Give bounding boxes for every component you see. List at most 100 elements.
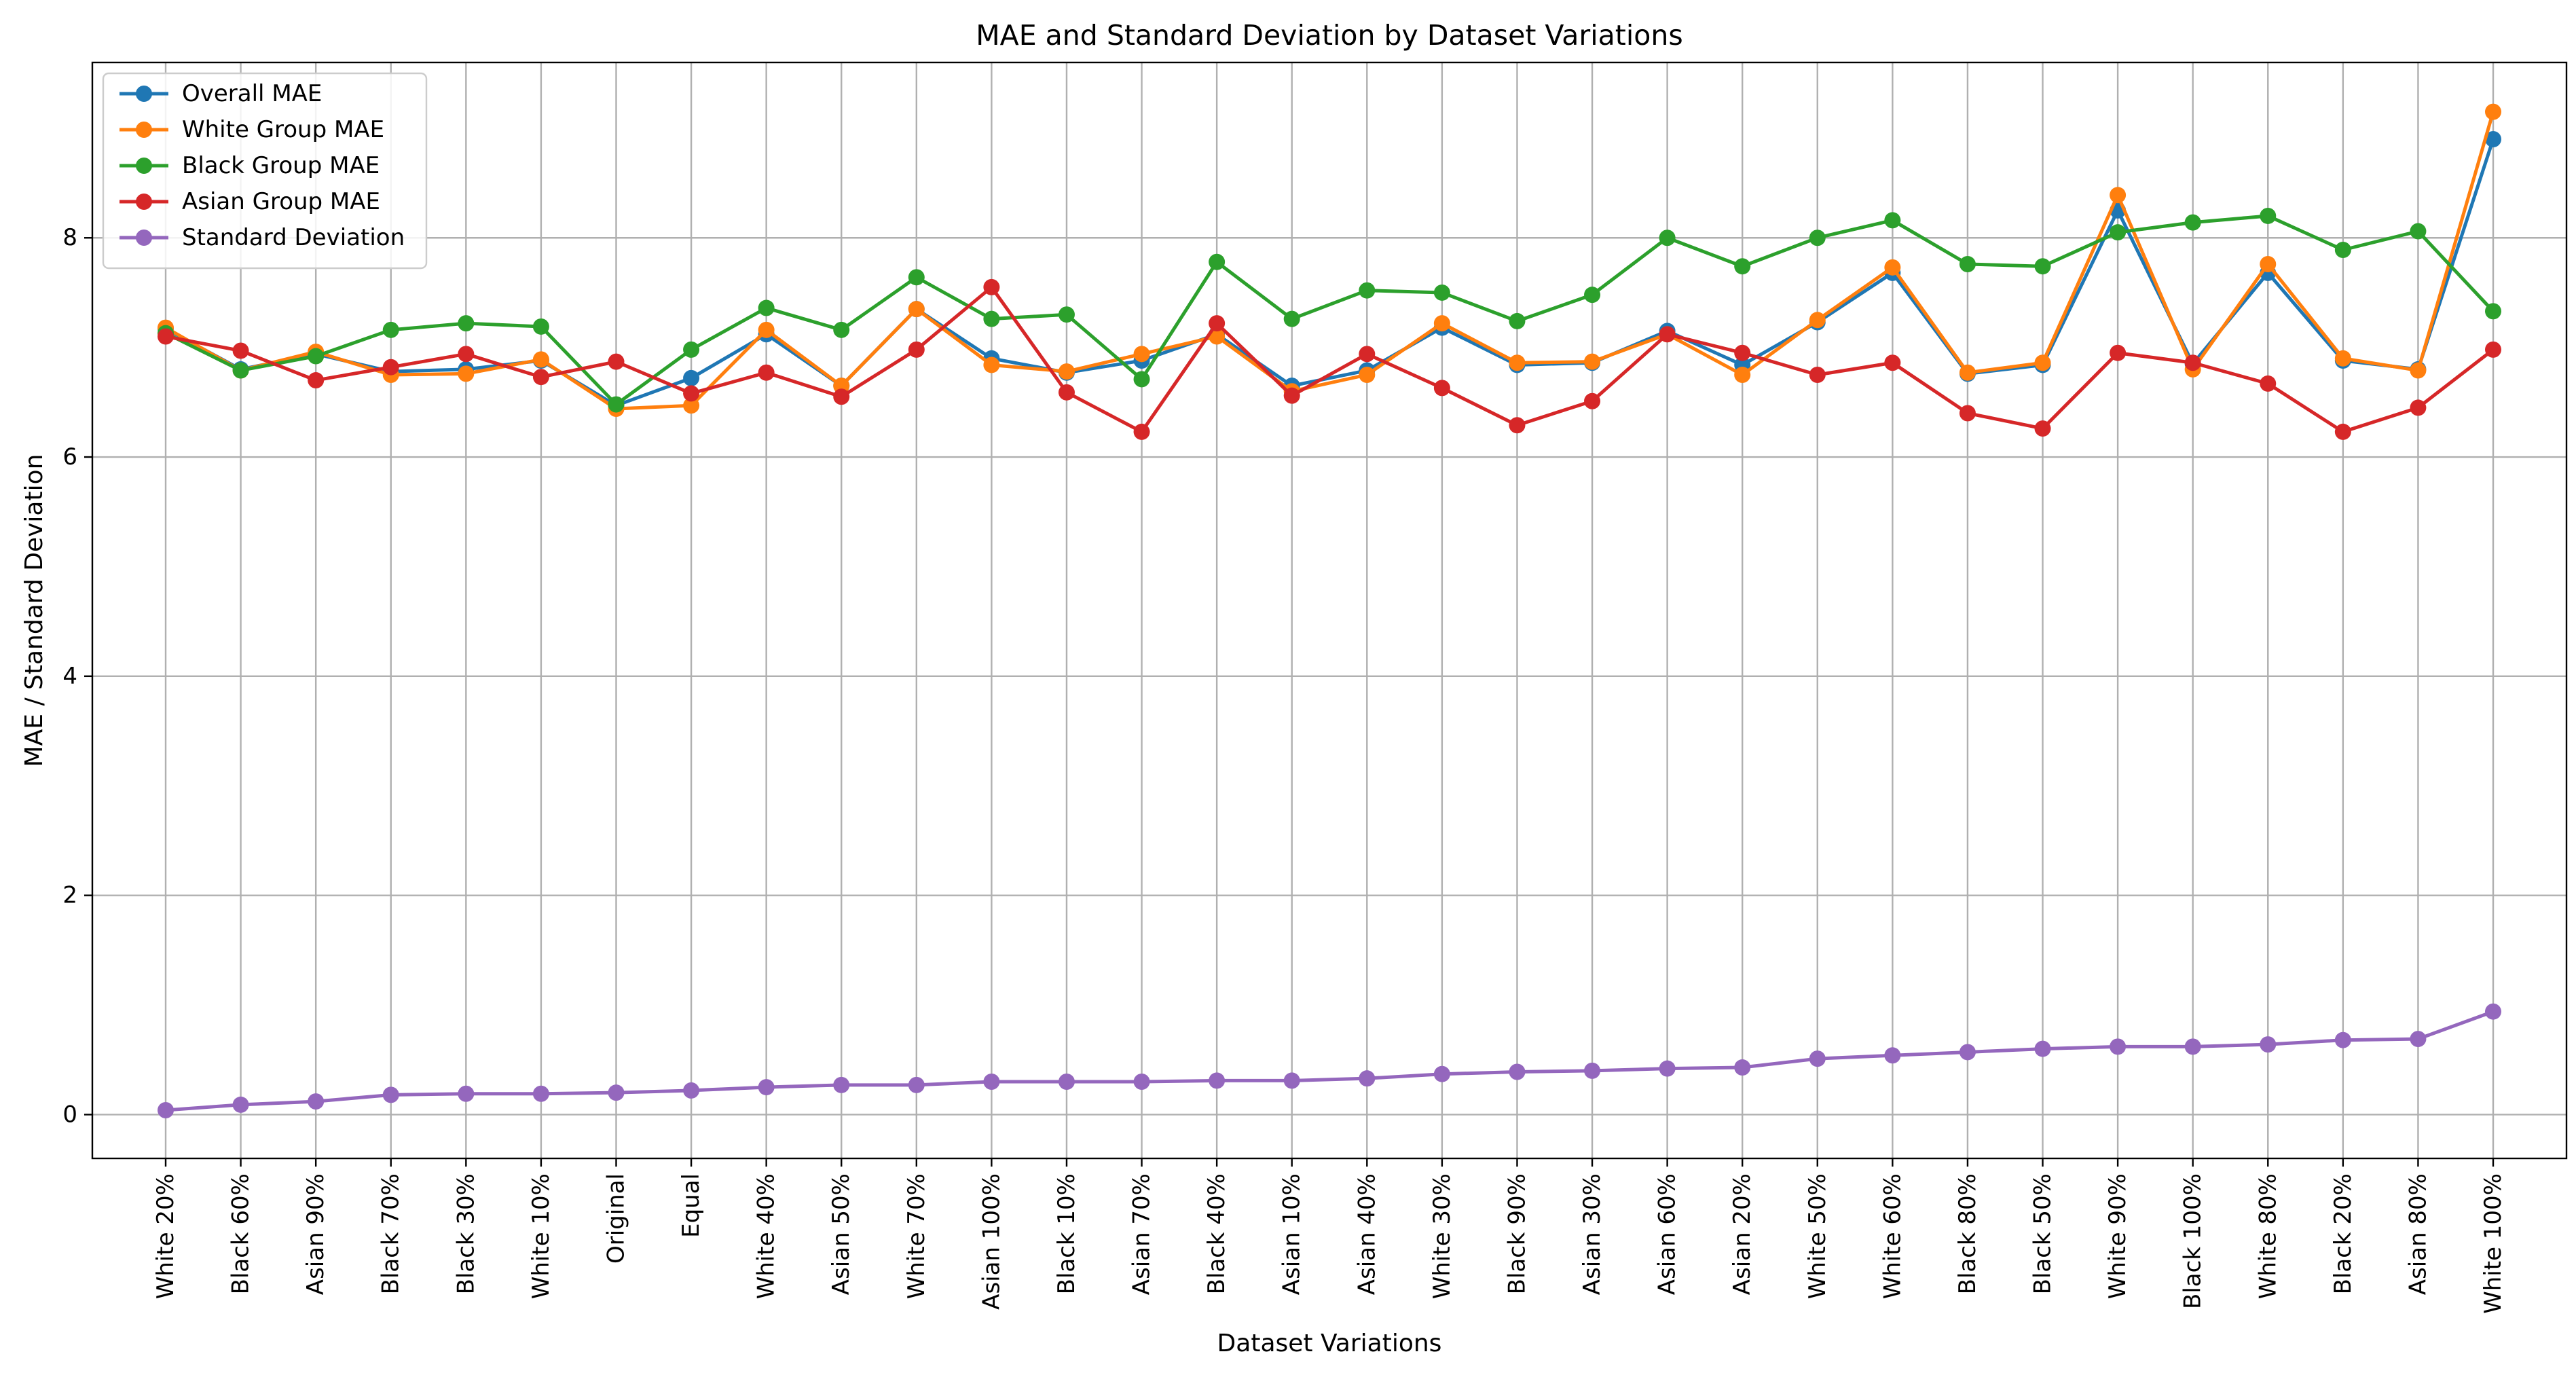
data-point-black-group-mae <box>2410 223 2427 240</box>
axes-frame <box>91 61 2568 1160</box>
legend-marker <box>136 86 152 102</box>
data-point-black-group-mae <box>382 321 399 338</box>
data-point-black-group-mae <box>1209 253 1226 270</box>
data-point-black-group-mae <box>308 348 325 365</box>
x-tick-label: Black 80% <box>1954 1173 1981 1294</box>
data-point-black-group-mae <box>1584 287 1601 304</box>
data-point-asian-group-mae <box>232 342 249 359</box>
x-tick-label: Black 30% <box>452 1173 479 1294</box>
data-point-black-group-mae <box>232 362 249 379</box>
data-point-white-group-mae <box>1809 312 1826 329</box>
data-point-asian-group-mae <box>2110 344 2127 361</box>
data-point-black-group-mae <box>833 321 850 338</box>
y-tick-label: 8 <box>62 224 77 251</box>
legend-item: Black Group MAE <box>119 152 380 179</box>
data-point-asian-group-mae <box>308 372 325 389</box>
x-tick-label: White 50% <box>1804 1173 1831 1299</box>
series-black-group-mae <box>158 207 2501 413</box>
x-tick-label: White 80% <box>2254 1173 2281 1299</box>
x-tick-label: Black 60% <box>227 1173 255 1294</box>
legend-item: White Group MAE <box>119 116 384 143</box>
data-point-asian-group-mae <box>2184 354 2201 371</box>
data-point-white-group-mae <box>908 301 925 318</box>
legend-item: Overall MAE <box>119 80 322 107</box>
legend-item: Standard Deviation <box>119 224 405 251</box>
data-point-standard-deviation <box>2184 1038 2201 1055</box>
y-axis-label: MAE / Standard Deviation <box>20 454 48 767</box>
data-point-asian-group-mae <box>1283 387 1300 404</box>
data-point-asian-group-mae <box>1584 392 1601 409</box>
data-point-standard-deviation <box>758 1079 775 1096</box>
series-asian-group-mae <box>158 278 2501 440</box>
legend-label: Overall MAE <box>182 80 322 107</box>
data-point-standard-deviation <box>158 1101 174 1118</box>
data-point-black-group-mae <box>2334 241 2351 258</box>
x-tick-label: Asian 30% <box>1579 1173 1606 1295</box>
x-tick-label: Asian 40% <box>1353 1173 1380 1295</box>
data-point-standard-deviation <box>1809 1050 1826 1067</box>
data-point-asian-group-mae <box>2034 420 2051 437</box>
x-tick-label: Black 50% <box>2029 1173 2057 1294</box>
data-point-white-group-mae <box>1959 364 1976 381</box>
data-point-standard-deviation <box>2334 1031 2351 1048</box>
data-point-asian-group-mae <box>758 364 775 381</box>
data-point-white-group-mae <box>1058 363 1075 380</box>
data-point-asian-group-mae <box>1058 384 1075 401</box>
data-point-standard-deviation <box>1959 1044 1976 1061</box>
data-point-standard-deviation <box>308 1093 325 1110</box>
data-point-black-group-mae <box>532 318 549 335</box>
legend-item: Asian Group MAE <box>119 188 380 215</box>
data-point-asian-group-mae <box>1209 315 1226 332</box>
legend-marker <box>136 194 152 210</box>
x-tick-label: White 40% <box>753 1173 780 1299</box>
data-point-asian-group-mae <box>1359 346 1376 363</box>
y-tick-label: 0 <box>62 1101 77 1128</box>
data-point-standard-deviation <box>2110 1038 2127 1055</box>
data-point-standard-deviation <box>1734 1059 1751 1076</box>
legend-label: Asian Group MAE <box>182 188 380 215</box>
x-tick-label: Equal <box>678 1173 705 1238</box>
data-point-black-group-mae <box>608 396 625 413</box>
data-point-asian-group-mae <box>458 346 475 363</box>
data-point-asian-group-mae <box>683 385 700 402</box>
data-point-asian-group-mae <box>2260 375 2277 392</box>
x-tick-label: Black 10% <box>1053 1173 1080 1294</box>
x-tick-label: White 30% <box>1429 1173 1456 1299</box>
data-point-asian-group-mae <box>2334 423 2351 440</box>
data-point-asian-group-mae <box>158 328 174 345</box>
data-point-black-group-mae <box>1959 255 1976 272</box>
x-tick-label: Original <box>602 1173 629 1264</box>
data-point-standard-deviation <box>1884 1047 1901 1064</box>
data-point-black-group-mae <box>2184 214 2201 231</box>
data-point-white-group-mae <box>1734 366 1751 383</box>
x-axis-label: Dataset Variations <box>1217 1330 1442 1357</box>
data-point-black-group-mae <box>2110 224 2127 241</box>
data-point-standard-deviation <box>2034 1040 2051 1057</box>
x-tick-label: Black 100% <box>2179 1173 2207 1309</box>
data-point-overall-mae <box>683 369 700 386</box>
x-tick-label: Asian 10% <box>1278 1173 1306 1295</box>
data-point-black-group-mae <box>458 315 475 332</box>
data-point-white-group-mae <box>758 321 775 338</box>
data-point-standard-deviation <box>983 1074 1000 1091</box>
data-point-asian-group-mae <box>908 341 925 358</box>
x-tick-label: White 10% <box>528 1173 555 1299</box>
x-tick-label: Asian 20% <box>1729 1173 1756 1295</box>
legend-marker <box>136 230 152 246</box>
x-tick-label: Black 70% <box>378 1173 405 1294</box>
data-point-standard-deviation <box>1584 1062 1601 1079</box>
data-point-white-group-mae <box>532 351 549 368</box>
x-tick-label: White 90% <box>2104 1173 2131 1299</box>
data-point-asian-group-mae <box>382 359 399 376</box>
series-standard-deviation <box>158 1003 2501 1118</box>
legend-marker <box>136 158 152 174</box>
data-point-overall-mae <box>2485 130 2501 147</box>
data-point-white-group-mae <box>2485 103 2501 120</box>
legend-label: White Group MAE <box>182 116 384 143</box>
y-tick-label: 4 <box>62 663 77 690</box>
data-point-standard-deviation <box>608 1084 625 1101</box>
legend-box <box>102 72 428 270</box>
ticks-layer: White 20% Black 60% Asian 90% Black 70% Blac… <box>62 224 2507 1314</box>
data-point-white-group-mae <box>2410 362 2427 379</box>
